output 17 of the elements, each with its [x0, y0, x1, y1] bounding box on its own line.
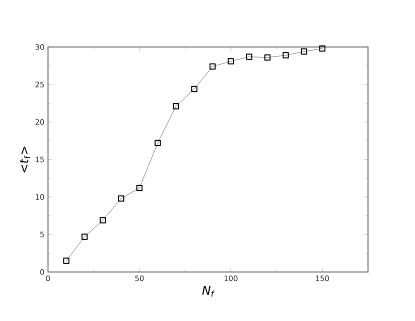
point — [172, 103, 180, 110]
point — [319, 45, 326, 52]
y-axis-title: <t$_{f}$> — [20, 146, 30, 172]
point — [246, 54, 252, 60]
x-axis-title: N$_{f}$ — [202, 286, 215, 297]
point — [81, 234, 88, 240]
point — [282, 52, 289, 58]
point — [63, 258, 70, 264]
point — [228, 58, 234, 64]
point — [191, 86, 198, 92]
point — [118, 195, 124, 202]
point — [300, 48, 308, 55]
point — [100, 217, 106, 224]
point — [154, 140, 161, 146]
point — [136, 184, 143, 192]
point — [209, 63, 216, 70]
point — [264, 54, 271, 61]
